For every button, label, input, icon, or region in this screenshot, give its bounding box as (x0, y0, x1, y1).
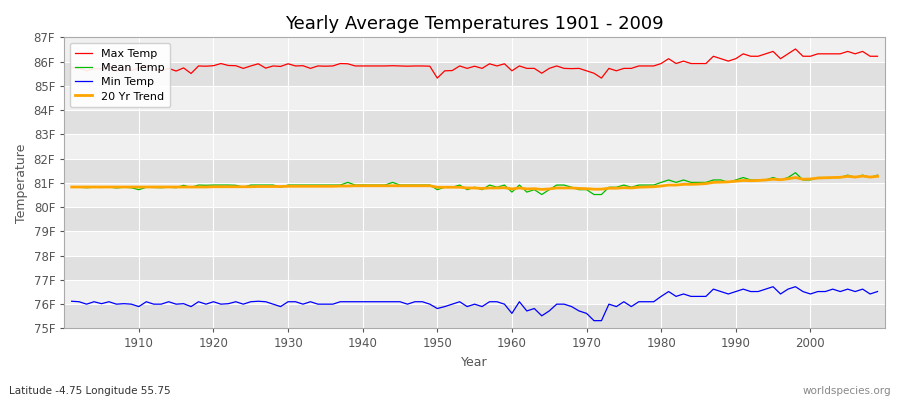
20 Yr Trend (500, 185, 510, 190)
Bar (64, 62, 885, 86)
Line: Max Temp: Max Temp (72, 49, 878, 78)
Text: worldspecies.org: worldspecies.org (803, 386, 891, 396)
Max Temp (126, 68, 137, 73)
Bar (64, 37, 885, 62)
Min Temp (589, 318, 599, 323)
Mean Temp (536, 192, 547, 197)
20 Yr Trend (507, 186, 517, 191)
Bar (64, 207, 885, 231)
Min Temp (768, 284, 778, 289)
Max Temp (335, 61, 346, 66)
20 Yr Trend (857, 174, 868, 178)
Max Temp (67, 65, 77, 70)
Mean Temp (67, 184, 77, 189)
Min Temp (604, 302, 615, 306)
Mean Temp (507, 190, 517, 194)
Bar (64, 231, 885, 256)
20 Yr Trend (604, 186, 615, 191)
Max Temp (872, 54, 883, 59)
20 Yr Trend (536, 187, 547, 192)
Min Temp (126, 302, 137, 306)
20 Yr Trend (290, 184, 301, 189)
Line: Mean Temp: Mean Temp (72, 173, 878, 194)
Mean Temp (604, 185, 615, 190)
Max Temp (514, 64, 525, 68)
Line: 20 Yr Trend: 20 Yr Trend (72, 176, 878, 190)
Bar (64, 256, 885, 280)
Max Temp (432, 76, 443, 80)
Legend: Max Temp, Mean Temp, Min Temp, 20 Yr Trend: Max Temp, Mean Temp, Min Temp, 20 Yr Tre… (70, 43, 170, 107)
Bar (64, 86, 885, 110)
Min Temp (335, 299, 346, 304)
Mean Temp (126, 185, 137, 190)
Min Temp (507, 311, 517, 316)
Min Temp (67, 299, 77, 304)
Bar (64, 110, 885, 134)
20 Yr Trend (335, 184, 346, 188)
Mean Temp (290, 183, 301, 188)
Max Temp (604, 66, 615, 71)
Mean Temp (790, 170, 801, 175)
20 Yr Trend (67, 184, 77, 189)
Y-axis label: Temperature: Temperature (15, 143, 28, 222)
Bar (64, 183, 885, 207)
Text: Latitude -4.75 Longitude 55.75: Latitude -4.75 Longitude 55.75 (9, 386, 171, 396)
X-axis label: Year: Year (462, 356, 488, 369)
20 Yr Trend (872, 174, 883, 179)
20 Yr Trend (126, 184, 137, 189)
Bar (64, 280, 885, 304)
Title: Yearly Average Temperatures 1901 - 2009: Yearly Average Temperatures 1901 - 2009 (285, 15, 664, 33)
Mean Temp (500, 183, 510, 188)
Mean Temp (872, 173, 883, 178)
Bar (64, 159, 885, 183)
Line: Min Temp: Min Temp (72, 287, 878, 321)
Max Temp (790, 46, 801, 51)
Max Temp (290, 64, 301, 68)
Min Temp (500, 302, 510, 306)
Bar (64, 134, 885, 159)
Mean Temp (335, 183, 346, 188)
Bar (64, 304, 885, 328)
Max Temp (507, 68, 517, 73)
Min Temp (872, 289, 883, 294)
Min Temp (290, 299, 301, 304)
